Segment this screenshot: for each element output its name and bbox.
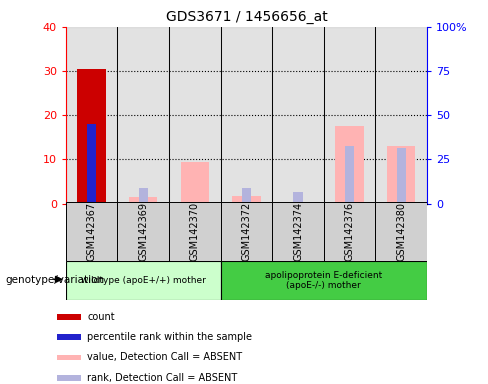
Bar — [169, 202, 221, 261]
Bar — [232, 195, 261, 204]
Text: value, Detection Call = ABSENT: value, Detection Call = ABSENT — [87, 353, 243, 362]
Text: GSM142367: GSM142367 — [87, 202, 97, 261]
Text: apolipoprotein E-deficient
(apoE-/-) mother: apolipoprotein E-deficient (apoE-/-) mot… — [265, 271, 383, 290]
Text: GSM142374: GSM142374 — [293, 202, 303, 261]
Bar — [293, 192, 303, 204]
Bar — [375, 27, 427, 204]
Bar — [181, 162, 209, 204]
Bar — [387, 146, 415, 204]
Bar — [272, 202, 324, 261]
Text: wildtype (apoE+/+) mother: wildtype (apoE+/+) mother — [81, 276, 206, 285]
Text: genotype/variation: genotype/variation — [5, 275, 104, 285]
Bar — [375, 202, 427, 261]
Bar — [324, 27, 375, 204]
Bar — [221, 27, 272, 204]
Bar — [272, 27, 324, 204]
Title: GDS3671 / 1456656_at: GDS3671 / 1456656_at — [165, 10, 327, 25]
Text: GSM142369: GSM142369 — [138, 202, 148, 261]
Bar — [129, 197, 158, 204]
Bar — [242, 188, 251, 204]
Bar — [397, 148, 406, 204]
Bar — [118, 202, 169, 261]
Bar — [118, 27, 169, 204]
Bar — [66, 27, 118, 204]
Bar — [78, 69, 106, 204]
Bar — [58, 355, 81, 361]
Bar — [58, 314, 81, 320]
Bar — [66, 261, 221, 300]
Bar — [87, 124, 96, 204]
Bar — [58, 334, 81, 340]
Text: percentile rank within the sample: percentile rank within the sample — [87, 332, 252, 342]
Text: count: count — [87, 312, 115, 322]
Bar — [221, 202, 272, 261]
Bar — [139, 188, 148, 204]
Bar — [58, 375, 81, 381]
Text: rank, Detection Call = ABSENT: rank, Detection Call = ABSENT — [87, 372, 238, 382]
Bar — [324, 202, 375, 261]
Bar — [221, 261, 427, 300]
Text: GSM142372: GSM142372 — [242, 202, 251, 261]
Text: GSM142376: GSM142376 — [345, 202, 355, 261]
Bar — [66, 202, 118, 261]
Bar — [335, 126, 364, 204]
Bar — [169, 27, 221, 204]
Bar — [345, 146, 354, 204]
Text: GSM142370: GSM142370 — [190, 202, 200, 261]
Text: GSM142380: GSM142380 — [396, 202, 406, 261]
